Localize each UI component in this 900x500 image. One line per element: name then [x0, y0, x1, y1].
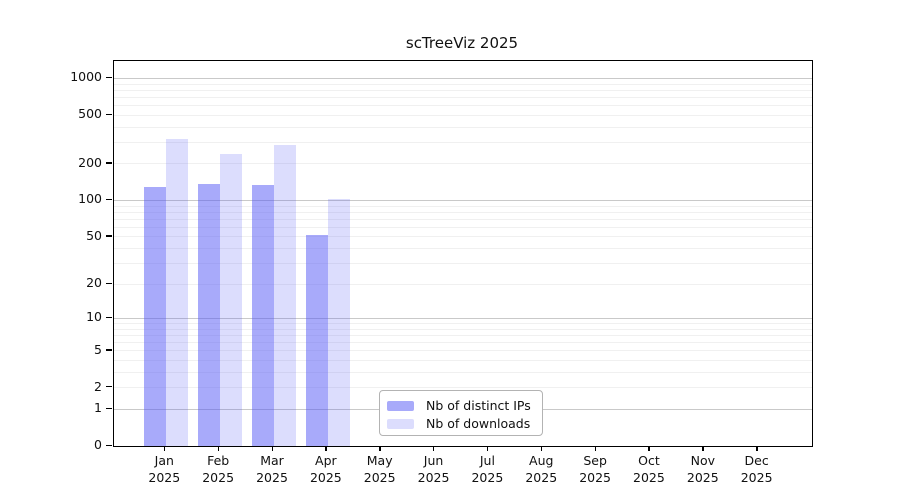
- minor-gridline: [114, 226, 812, 228]
- bar-nb-of-downloads-mar: [274, 144, 296, 446]
- legend-label: Nb of downloads: [426, 416, 531, 431]
- minor-gridline: [114, 328, 812, 330]
- y-axis-tick: [106, 198, 112, 201]
- y-tick-label: 500: [78, 106, 102, 122]
- x-tick-label: Mar 2025: [256, 453, 288, 485]
- y-axis-tick: [106, 113, 112, 116]
- y-axis-tick: [106, 444, 112, 446]
- y-axis-tick: [106, 349, 112, 351]
- y-axis-tick: [106, 282, 112, 284]
- y-axis-tick: [106, 235, 112, 237]
- minor-gridline: [114, 89, 812, 91]
- major-gridline: [114, 199, 812, 201]
- minor-gridline: [114, 205, 812, 207]
- legend-label: Nb of distinct IPs: [426, 398, 531, 413]
- x-tick-label: Jul 2025: [471, 453, 504, 485]
- x-axis-tick: [433, 446, 435, 451]
- bar-nb-of-distinct-ips-feb: [198, 184, 221, 446]
- chart-title: scTreeViz 2025: [405, 34, 519, 52]
- x-axis-tick: [271, 446, 273, 451]
- minor-gridline: [114, 126, 812, 128]
- y-axis-tick: [106, 316, 112, 319]
- x-axis-tick: [379, 446, 381, 451]
- bar-nb-of-distinct-ips-apr: [305, 234, 328, 446]
- y-tick-label: 2: [94, 378, 102, 394]
- y-tick-label: 20: [86, 275, 102, 291]
- x-tick-label: Sep 2025: [579, 453, 611, 485]
- legend-item: Nb of distinct IPs: [387, 397, 534, 414]
- bar-nb-of-distinct-ips-mar: [252, 185, 274, 446]
- x-tick-label: Jun 2025: [417, 453, 450, 485]
- x-tick-label: Nov 2025: [686, 453, 719, 485]
- minor-gridline: [114, 83, 812, 85]
- y-tick-label: 10: [86, 309, 102, 325]
- legend-item: Nb of downloads: [387, 415, 534, 432]
- x-tick-label: Oct 2025: [633, 453, 665, 485]
- legend-swatch: [387, 418, 414, 429]
- minor-gridline: [114, 359, 812, 361]
- minor-gridline: [114, 114, 812, 116]
- x-tick-label: Apr 2025: [309, 453, 342, 485]
- legend-swatch: [387, 400, 414, 411]
- major-gridline: [114, 77, 812, 79]
- y-axis-tick: [106, 162, 112, 164]
- y-axis-tick: [106, 386, 112, 388]
- minor-gridline: [114, 163, 812, 165]
- y-tick-label: 200: [78, 154, 102, 170]
- minor-gridline: [114, 218, 812, 220]
- y-tick-label: 5: [94, 341, 102, 357]
- x-axis-tick: [325, 446, 327, 451]
- x-axis-tick: [486, 446, 489, 451]
- x-tick-label: May 2025: [363, 453, 396, 485]
- major-gridline: [114, 317, 812, 319]
- plot-area: [113, 60, 813, 447]
- x-axis-tick: [648, 446, 650, 451]
- minor-gridline: [114, 334, 812, 336]
- x-tick-label: Aug 2025: [525, 453, 558, 485]
- bar-nb-of-downloads-feb: [220, 154, 243, 446]
- legend: Nb of distinct IPs Nb of downloads: [379, 390, 543, 436]
- y-tick-label: 1: [94, 400, 102, 416]
- minor-gridline: [114, 323, 812, 324]
- y-tick-label: 100: [78, 191, 102, 207]
- y-axis-tick: [106, 407, 112, 409]
- minor-gridline: [114, 247, 812, 249]
- bar-nb-of-distinct-ips-jan: [144, 186, 167, 446]
- minor-gridline: [114, 262, 812, 264]
- x-tick-label: Jan 2025: [148, 453, 181, 485]
- minor-gridline: [114, 341, 812, 343]
- minor-gridline: [114, 105, 812, 107]
- bar-nb-of-downloads-jan: [166, 138, 189, 446]
- minor-gridline: [114, 387, 812, 389]
- minor-gridline: [114, 96, 812, 98]
- x-axis-tick: [702, 446, 704, 451]
- y-tick-label: 0: [94, 437, 102, 452]
- y-axis-tick: [106, 76, 112, 79]
- minor-gridline: [114, 236, 812, 238]
- x-axis-tick: [217, 446, 220, 451]
- minor-gridline: [114, 141, 812, 143]
- y-tick-label: 50: [86, 227, 102, 243]
- x-axis-tick: [540, 446, 543, 451]
- minor-gridline: [114, 211, 812, 213]
- x-tick-label: Feb 2025: [202, 453, 235, 485]
- x-tick-label: Dec 2025: [740, 453, 773, 485]
- y-tick-label: 1000: [70, 69, 102, 85]
- minor-gridline: [114, 371, 812, 373]
- minor-gridline: [114, 350, 812, 352]
- x-axis-tick: [163, 446, 166, 451]
- bar-nb-of-downloads-apr: [327, 198, 350, 446]
- x-axis-tick: [594, 446, 596, 451]
- x-axis-tick: [756, 446, 758, 451]
- minor-gridline: [114, 283, 812, 285]
